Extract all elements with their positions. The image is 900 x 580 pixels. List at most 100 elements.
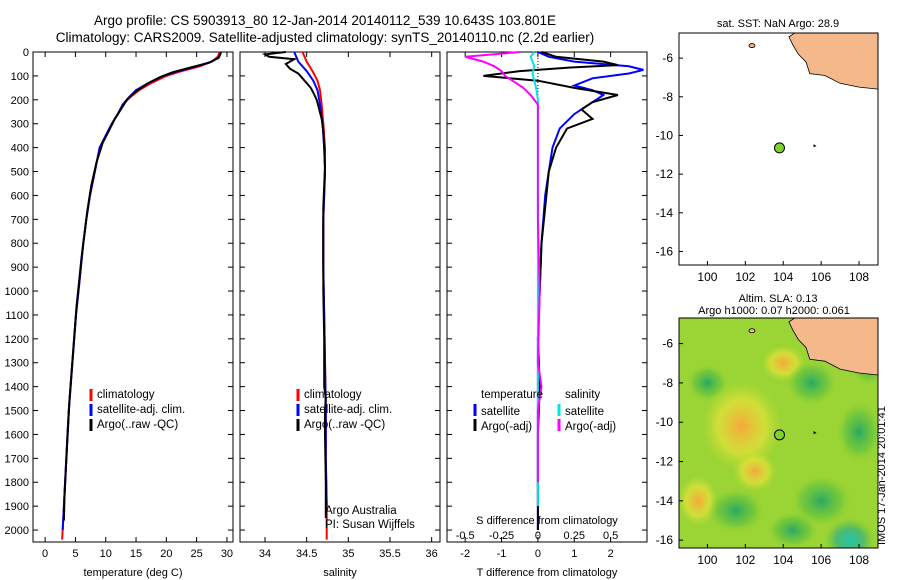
- map-x-tick-label: 100: [697, 270, 717, 284]
- x-axis-label-difference: T difference from climatology: [477, 567, 618, 579]
- sla-anomaly-blob: [701, 381, 782, 472]
- legend-entry: satellite: [565, 406, 604, 418]
- legend-entry: climatology: [97, 389, 155, 401]
- x-tick-label-salinity: 34.5: [296, 548, 317, 560]
- y-tick-label: 1900: [5, 501, 29, 513]
- map-y-tick-label: -16: [656, 533, 674, 547]
- sla-anomaly-blob: [824, 518, 875, 548]
- legend-group-title: salinity: [565, 389, 600, 401]
- x-tick-label-difference: 1: [571, 548, 577, 560]
- map-y-tick-label: -6: [662, 51, 673, 65]
- legend-entry: satellite: [481, 406, 520, 418]
- map-y-tick-label: -10: [656, 128, 674, 142]
- x-axis-label-salinity: salinity: [323, 567, 357, 579]
- x-tick-label-difference: -2: [460, 548, 470, 560]
- y-tick-label: 1100: [5, 310, 29, 322]
- christmas-island: [813, 144, 817, 148]
- x-tick-label-difference: 0: [535, 548, 541, 560]
- annotation-text: Argo Australia: [325, 505, 397, 517]
- sst-map-title: sat. SST: NaN Argo: 28.9: [717, 18, 839, 30]
- map-y-tick-label: -8: [662, 90, 673, 104]
- x-tick-label-temperature: 10: [100, 548, 112, 560]
- legend-entry: satellite-adj. clim.: [97, 404, 185, 416]
- y-tick-label: 100: [11, 71, 29, 83]
- top-axis-tick-label: 0.5: [603, 530, 618, 542]
- y-tick-label: 1200: [5, 334, 29, 346]
- map-frame-sst_map: [678, 32, 879, 266]
- map-x-tick-label: 106: [811, 553, 831, 567]
- x-tick-label-difference: 2: [608, 548, 614, 560]
- y-tick-label: 2000: [5, 525, 29, 537]
- x-tick-label-salinity: 34: [259, 548, 271, 560]
- chart-title-line2: Climatology: CARS2009. Satellite-adjuste…: [55, 30, 595, 45]
- y-tick-label: 200: [11, 95, 29, 107]
- map-x-tick-label: 108: [849, 553, 869, 567]
- x-tick-label-temperature: 20: [160, 548, 172, 560]
- legend-entry: climatology: [304, 389, 362, 401]
- map-x-tick-label: 106: [811, 270, 831, 284]
- x-tick-label-salinity: 35.5: [379, 548, 400, 560]
- island-enggano: [748, 328, 756, 334]
- series-line-argo-raw-qc-: [62, 51, 222, 521]
- sla-anomaly-blob: [786, 360, 837, 405]
- x-tick-label-temperature: 15: [130, 548, 142, 560]
- sla-anomaly-blob: [707, 488, 764, 533]
- top-axis-label: S difference from climatology: [476, 515, 618, 527]
- argo-position-marker: [773, 142, 785, 154]
- legend-entry: Argo(..raw -QC): [304, 419, 385, 431]
- y-tick-label: 0: [23, 47, 29, 59]
- y-tick-label: 800: [11, 238, 29, 250]
- chart-title-line1: Argo profile: CS 5903913_80 12-Jan-2014 …: [93, 13, 557, 28]
- timestamp-stamp: IMOS 17-Jan-2014 20:01:41: [876, 406, 888, 545]
- series-line-temperature-argo-adj-: [483, 51, 619, 530]
- island-enggano: [748, 43, 756, 48]
- sla-anomaly-blob: [791, 475, 852, 526]
- legend-entry: Argo(..raw -QC): [97, 419, 178, 431]
- x-tick-label-temperature: 25: [191, 548, 203, 560]
- map-y-tick-label: -10: [656, 415, 674, 429]
- map-x-tick-label: 104: [773, 553, 793, 567]
- legend-entry: satellite-adj. clim.: [304, 404, 392, 416]
- plot-frame-temperature: [32, 51, 234, 543]
- map-y-tick-label: -8: [662, 376, 673, 390]
- series-line-climatology: [61, 51, 221, 540]
- land-coastline: [788, 318, 878, 376]
- annotation-text: PI: Susan Wijffels: [325, 519, 415, 531]
- sla-anomaly-blob: [732, 451, 777, 492]
- legend-entry: Argo(-adj): [481, 421, 532, 433]
- sla-map-title-line2: Argo h1000: 0.07 h2000: 0.061: [698, 305, 850, 317]
- y-tick-label: 1000: [5, 286, 29, 298]
- y-tick-label: 1700: [5, 453, 29, 465]
- y-tick-label: 1400: [5, 382, 29, 394]
- y-tick-label: 1600: [5, 429, 29, 441]
- plot-frame-salinity: [239, 51, 441, 543]
- map-content-sst_map: [748, 33, 878, 154]
- map-content-sla_map: [679, 318, 878, 548]
- y-tick-label: 1500: [5, 406, 29, 418]
- map-x-tick-label: 100: [697, 553, 717, 567]
- map-y-tick-label: -12: [656, 167, 674, 181]
- series-line-salinity-argo-adj-: [464, 51, 543, 483]
- map-y-tick-label: -12: [656, 455, 674, 469]
- map-frame-sla_map: [678, 317, 879, 549]
- y-tick-label: 500: [11, 167, 29, 179]
- sla-anomaly-blob: [687, 364, 728, 401]
- map-y-tick-label: -14: [656, 494, 674, 508]
- argo-position-marker: [773, 429, 785, 441]
- x-tick-label-temperature: 5: [72, 548, 78, 560]
- map-x-tick-label: 102: [735, 553, 755, 567]
- legend-entry: Argo(-adj): [565, 421, 616, 433]
- series-line-salinity-satellite: [529, 51, 539, 507]
- sla-map-title-line1: Altim. SLA: 0.13: [739, 293, 818, 305]
- sla-anomaly-blob: [837, 402, 878, 463]
- map-y-tick-label: -14: [656, 206, 674, 220]
- y-tick-label: 400: [11, 143, 29, 155]
- y-tick-label: 1300: [5, 358, 29, 370]
- map-y-tick-label: -6: [662, 337, 673, 351]
- series-line-argo-raw-qc-: [261, 51, 327, 519]
- legend-group-title: temperature: [481, 389, 543, 401]
- plot-frame-difference: [446, 51, 648, 543]
- christmas-island: [813, 431, 817, 435]
- map-x-tick-label: 102: [735, 270, 755, 284]
